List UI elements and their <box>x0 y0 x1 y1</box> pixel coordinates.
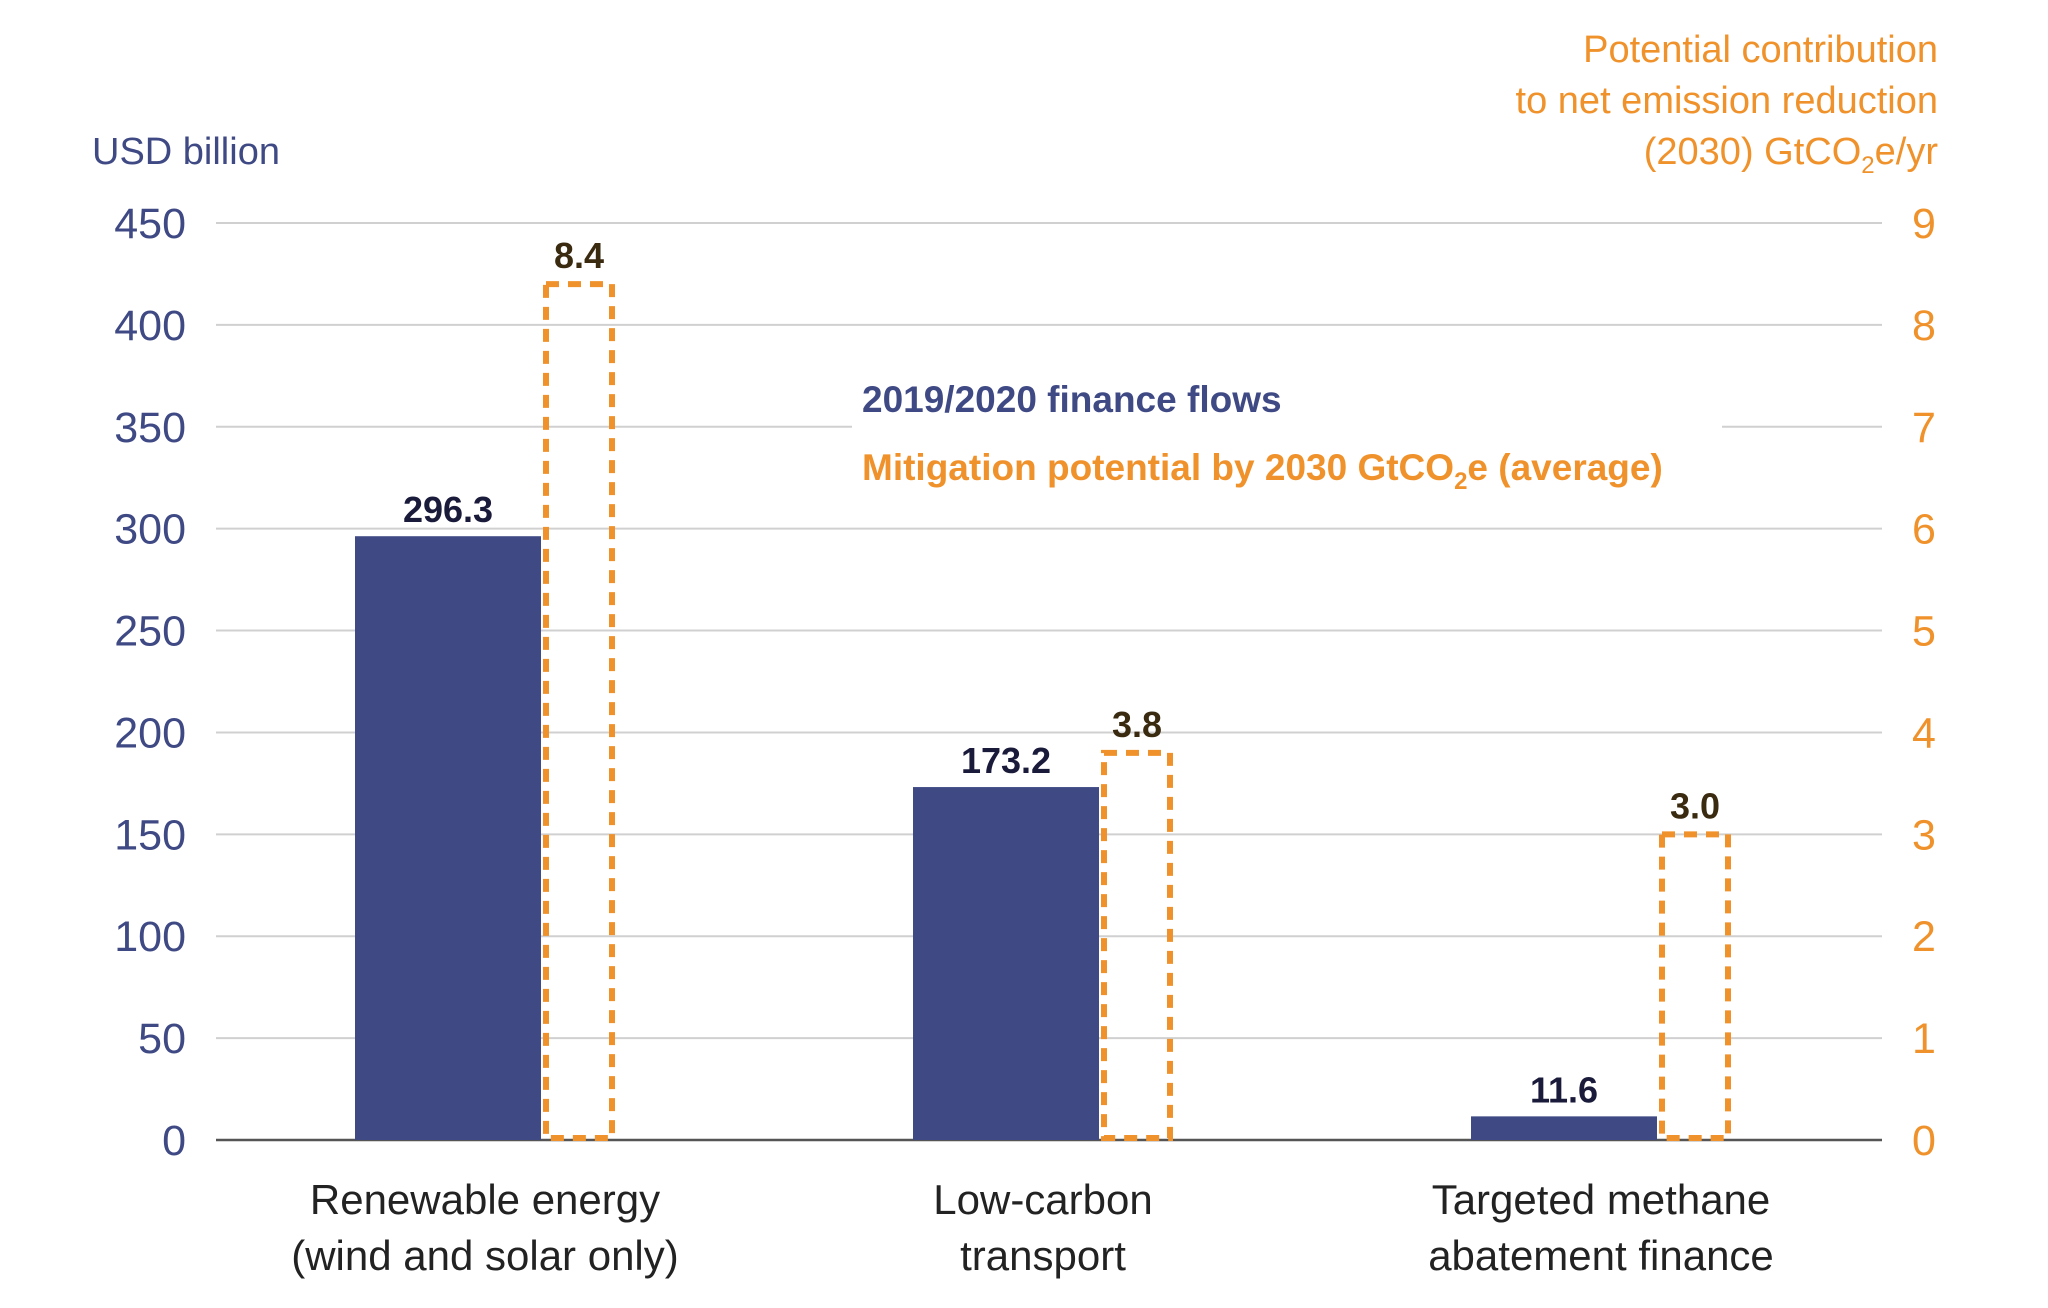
right-tick-label: 3 <box>1912 811 1936 859</box>
finance-value-label: 173.2 <box>961 740 1051 781</box>
finance-bar <box>913 787 1099 1140</box>
left-tick-label: 250 <box>114 608 186 656</box>
right-axis-title-line-3: (2030) GtCO2e/yr <box>1644 131 1939 179</box>
left-tick-label: 100 <box>114 913 186 961</box>
left-axis-title: USD billion <box>92 131 280 173</box>
category-labels: Renewable energy (wind and solar only) Low… <box>291 1176 1774 1279</box>
right-axis-title: Potential contribution to net emission r… <box>1516 29 1939 179</box>
left-tick-label: 400 <box>114 302 186 350</box>
legend: 2019/2020 finance flows Mitigation poten… <box>852 372 1722 512</box>
mitigation-bar <box>543 281 615 1141</box>
finance-value-label: 11.6 <box>1530 1069 1598 1110</box>
left-tick-label: 150 <box>114 811 186 859</box>
mitigation-value-label: 3.0 <box>1670 785 1720 826</box>
left-tick-label: 0 <box>162 1117 186 1165</box>
category-label: abatement finance <box>1428 1232 1774 1279</box>
left-tick-label: 350 <box>114 404 186 452</box>
right-tick-label: 7 <box>1912 404 1936 452</box>
mitigation-value-label: 3.8 <box>1112 704 1162 745</box>
mitigation-bar <box>1101 749 1173 1141</box>
right-axis-title-suffix: e/yr <box>1875 131 1939 173</box>
right-axis-title-line-1: Potential contribution <box>1583 29 1938 71</box>
right-tick-label: 8 <box>1912 302 1936 350</box>
category-label: Targeted methane <box>1432 1176 1771 1223</box>
legend-mitigation-part-1: Mitigation potential by 2030 GtCO <box>862 447 1454 488</box>
mitigation-bar <box>1659 831 1731 1141</box>
left-axis-ticks: 0 50 100 150 200 250 300 350 400 450 <box>114 200 186 1165</box>
left-tick-label: 300 <box>114 506 186 554</box>
right-axis-ticks: 0 1 2 3 4 5 6 7 8 9 <box>1912 200 1936 1165</box>
right-axis-title-line-2: to net emission reduction <box>1516 80 1938 122</box>
right-tick-label: 4 <box>1912 709 1936 757</box>
category-label: (wind and solar only) <box>291 1232 679 1279</box>
right-tick-label: 0 <box>1912 1117 1936 1165</box>
right-tick-label: 5 <box>1912 608 1936 656</box>
bars <box>355 281 1731 1141</box>
left-tick-label: 450 <box>114 200 186 248</box>
legend-background <box>852 372 1722 512</box>
right-tick-label: 9 <box>1912 200 1936 248</box>
right-axis-title-unit: (2030) GtCO <box>1644 131 1862 173</box>
mitigation-value-label: 8.4 <box>554 235 604 276</box>
value-labels: 296.3 8.4 173.2 3.8 11.6 3.0 <box>403 235 1720 1110</box>
right-tick-label: 6 <box>1912 506 1936 554</box>
left-tick-label: 50 <box>138 1015 186 1063</box>
left-tick-label: 200 <box>114 709 186 757</box>
legend-item-mitigation: Mitigation potential by 2030 GtCO2e (ave… <box>862 447 1663 495</box>
legend-mitigation-subscript: 2 <box>1454 468 1467 495</box>
category-label: transport <box>960 1232 1126 1279</box>
right-axis-title-subscript: 2 <box>1861 152 1874 179</box>
right-tick-label: 2 <box>1912 913 1936 961</box>
legend-mitigation-part-3: e (average) <box>1467 447 1662 488</box>
category-label: Renewable energy <box>310 1176 660 1223</box>
finance-bar <box>355 536 541 1140</box>
right-tick-label: 1 <box>1912 1015 1936 1063</box>
finance-value-label: 296.3 <box>403 489 493 530</box>
legend-item-finance: 2019/2020 finance flows <box>862 379 1282 420</box>
finance-bar <box>1471 1116 1657 1140</box>
category-label: Low-carbon <box>933 1176 1152 1223</box>
